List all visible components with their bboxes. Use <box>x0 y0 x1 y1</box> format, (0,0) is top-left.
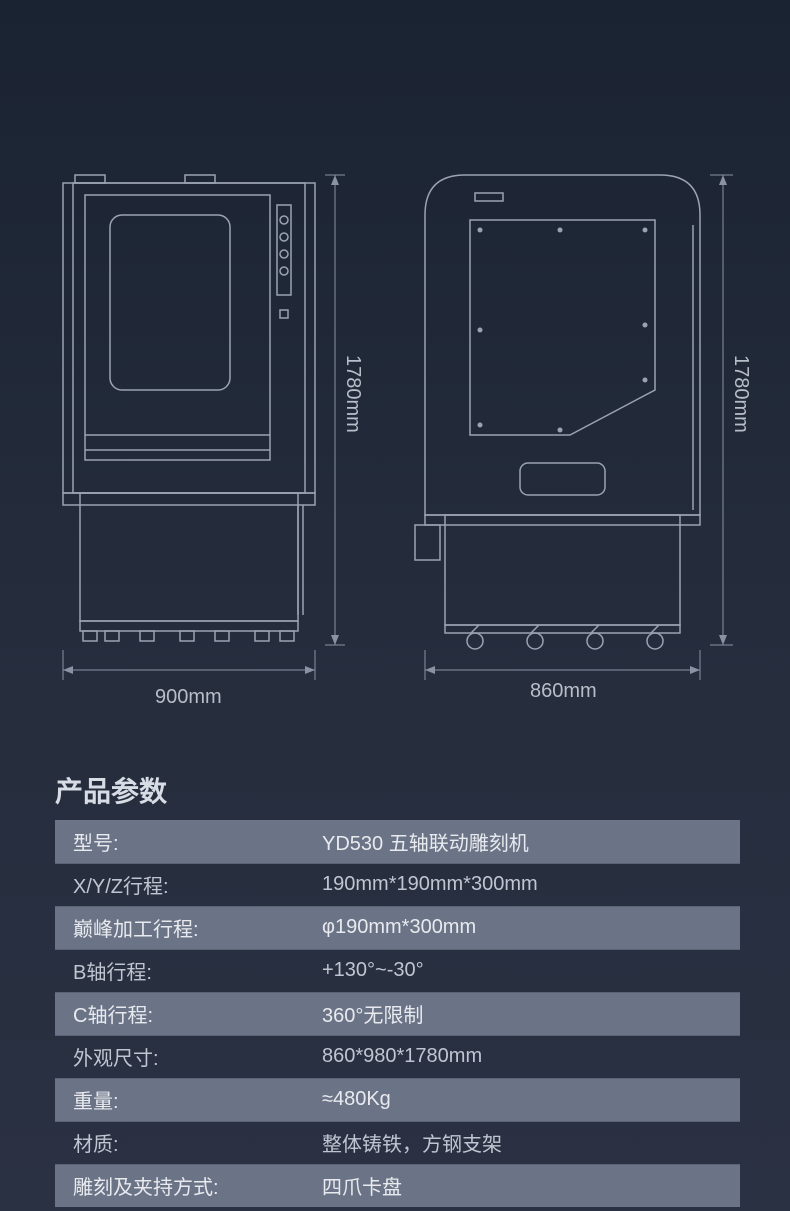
spec-label: C轴行程: <box>55 992 310 1035</box>
spec-row: C轴行程:360°无限制 <box>55 992 740 1035</box>
spec-value: φ190mm*300mm <box>310 906 740 949</box>
side-height-label: 1780mm <box>730 355 752 433</box>
technical-drawings: 1780mm 900mm <box>55 175 745 715</box>
height-dimension: 1780mm <box>325 175 364 645</box>
spec-label: 型号: <box>55 820 310 863</box>
spec-row: B轴行程:+130°~-30° <box>55 949 740 992</box>
spec-value: 四爪卡盘 <box>310 1164 740 1207</box>
spec-value: 860*980*1780mm <box>310 1035 740 1078</box>
spec-row: 重量:≈480Kg <box>55 1078 740 1121</box>
spec-label: 材质: <box>55 1121 310 1164</box>
spec-value: YD530 五轴联动雕刻机 <box>310 820 740 863</box>
spec-row: 外观尺寸:860*980*1780mm <box>55 1035 740 1078</box>
machine-side-view: 1780mm 860mm <box>415 175 745 715</box>
side-height-dimension: 1780mm <box>710 175 752 645</box>
spec-label: 重量: <box>55 1078 310 1121</box>
spec-label: 雕刻及夹持方式: <box>55 1164 310 1207</box>
spec-row: 型号:YD530 五轴联动雕刻机 <box>55 820 740 863</box>
width-dimension: 900mm <box>63 650 315 708</box>
spec-label: 外观尺寸: <box>55 1035 310 1078</box>
spec-row: X/Y/Z行程:190mm*190mm*300mm <box>55 863 740 906</box>
spec-label: B轴行程: <box>55 949 310 992</box>
spec-row: 雕刻及夹持方式:四爪卡盘 <box>55 1164 740 1207</box>
spec-label: X/Y/Z行程: <box>55 863 310 906</box>
spec-row: 巅峰加工行程:φ190mm*300mm <box>55 906 740 949</box>
side-width-dimension: 860mm <box>425 650 700 702</box>
section-title: 产品参数 <box>55 770 167 810</box>
side-width-label: 860mm <box>530 680 597 702</box>
spec-row: 材质:整体铸铁，方钢支架 <box>55 1121 740 1164</box>
front-height-label: 1780mm <box>342 355 364 433</box>
spec-value: 190mm*190mm*300mm <box>310 863 740 906</box>
spec-value: ≈480Kg <box>310 1078 740 1121</box>
machine-front-view: 1780mm 900mm <box>55 175 355 715</box>
spec-value: 整体铸铁，方钢支架 <box>310 1121 740 1164</box>
spec-label: 巅峰加工行程: <box>55 906 310 949</box>
machine-front-body <box>63 175 315 641</box>
front-width-label: 900mm <box>155 686 222 708</box>
spec-table: 型号:YD530 五轴联动雕刻机X/Y/Z行程:190mm*190mm*300m… <box>55 820 740 1207</box>
spec-value: 360°无限制 <box>310 992 740 1035</box>
spec-value: +130°~-30° <box>310 949 740 992</box>
machine-side-body <box>415 175 700 649</box>
